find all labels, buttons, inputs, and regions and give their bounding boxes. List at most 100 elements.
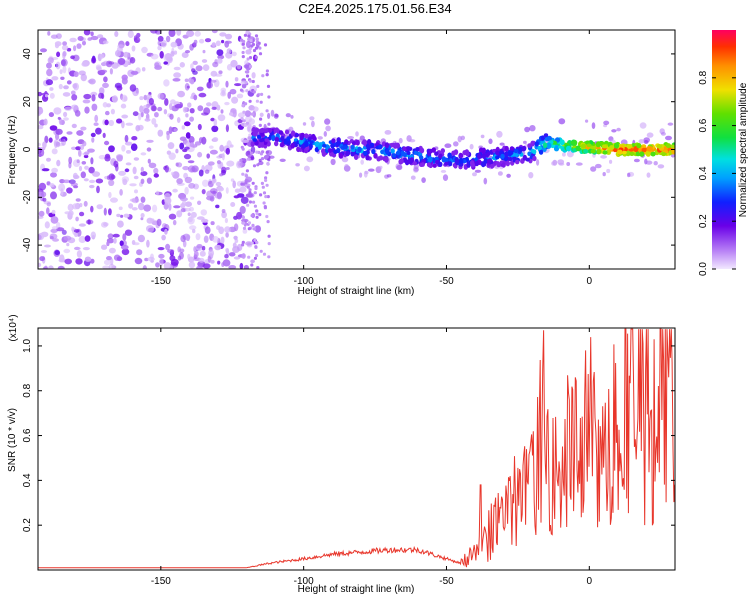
heatmap-cell (133, 242, 140, 246)
heatmap-cell (198, 137, 204, 144)
heatmap-cell (665, 135, 672, 141)
heatmap-cell (252, 110, 256, 118)
heatmap-cell (127, 30, 134, 38)
heatmap-cell (102, 102, 108, 108)
heatmap-cell (267, 127, 273, 133)
heatmap-cell (221, 152, 225, 161)
snr-frame (37, 327, 676, 571)
heatmap-cell (246, 185, 250, 189)
heatmap-cell (245, 241, 253, 246)
heatmap-cell (330, 143, 335, 149)
heatmap-cell (38, 107, 44, 115)
heatmap-cell (236, 243, 243, 252)
heatmap-cell (180, 208, 186, 213)
heatmap-cell (163, 109, 168, 115)
heatmap-cell (38, 91, 43, 97)
heatmap-cell (63, 235, 72, 241)
heatmap-cell (219, 144, 225, 152)
heatmap-cell (201, 245, 206, 251)
heatmap-cell (222, 259, 231, 267)
heatmap-cell (575, 145, 581, 152)
heatmap-cell (263, 205, 267, 209)
heatmap-cell (609, 159, 613, 164)
heatmap-cell (529, 125, 536, 132)
heatmap-cell (285, 113, 291, 118)
heatmap-cell (91, 57, 97, 64)
heatmap-cell (355, 131, 359, 137)
heatmap-cell (111, 95, 118, 103)
heatmap-cell (91, 103, 98, 112)
heatmap-cell (336, 140, 341, 147)
heatmap-cell (239, 158, 243, 162)
heatmap-cell (82, 99, 91, 104)
heatmap-cell (131, 136, 138, 141)
heatmap-cell (193, 246, 197, 253)
heatmap-cell (248, 56, 253, 60)
heatmap-cell (602, 150, 608, 155)
heatmap-cell (267, 242, 271, 246)
heatmap-cell (331, 138, 336, 144)
heatmap-cell (251, 126, 257, 132)
heatmap-cell (596, 148, 602, 155)
heatmap-cell (256, 94, 260, 98)
heatmap-cell (279, 142, 285, 148)
heatmap-cell (199, 250, 206, 257)
heatmap-cell (279, 158, 286, 162)
heatmap-cell (84, 256, 92, 262)
heatmap-cell (73, 175, 80, 179)
heatmap-cell (241, 243, 245, 247)
heatmap-cell (375, 142, 380, 147)
heatmap-cell (49, 125, 58, 131)
bottom-x-axis-label: Height of straight line (km) (298, 584, 415, 595)
heatmap-cell (240, 182, 244, 186)
heatmap-cell (248, 79, 253, 83)
heatmap-cell (108, 191, 112, 199)
heatmap-cell (477, 153, 482, 160)
heatmap-cell (595, 146, 601, 150)
heatmap-cell (213, 118, 218, 127)
heatmap-cell (150, 253, 154, 260)
heatmap-cell (81, 61, 89, 67)
heatmap-cell (173, 205, 181, 209)
heatmap-cell (121, 114, 129, 119)
heatmap-cell (99, 40, 103, 45)
heatmap-cell (250, 141, 255, 147)
heatmap-cell (73, 45, 77, 52)
heatmap-cell (166, 132, 170, 141)
heatmap-cell (173, 50, 178, 55)
heatmap-cell (187, 253, 191, 260)
heatmap-cell (196, 244, 203, 249)
heatmap-cell (87, 219, 91, 225)
heatmap-cell (177, 255, 182, 261)
heatmap-cell (40, 250, 48, 253)
heatmap-cell (495, 150, 500, 156)
heatmap-cell (384, 130, 392, 135)
heatmap-cell (232, 51, 237, 57)
heatmap-cell (258, 123, 262, 127)
heatmap-cell (192, 228, 196, 234)
heatmap-cell (43, 265, 48, 269)
heatmap-cell (140, 171, 148, 177)
heatmap-cell (202, 64, 210, 71)
heatmap-cell (210, 259, 215, 264)
heatmap-cell (101, 221, 108, 228)
heatmap-cell (87, 148, 95, 153)
heatmap-cell (202, 179, 209, 187)
heatmap-cell (321, 150, 327, 157)
heatmap-cell (161, 234, 166, 241)
heatmap-cell (264, 138, 269, 142)
heatmap-cell (181, 125, 185, 130)
heatmap-cell (71, 94, 78, 101)
heatmap-cell (82, 247, 90, 251)
heatmap-cell (390, 148, 395, 154)
heatmap-cell (167, 142, 175, 150)
heatmap-cell (665, 143, 672, 149)
heatmap-cell (117, 58, 126, 65)
heatmap-cell (90, 205, 94, 213)
heatmap-cell (247, 154, 251, 158)
heatmap-cell (259, 112, 264, 118)
heatmap-cell (266, 195, 270, 199)
heatmap-cell (353, 154, 359, 161)
heatmap-cell (189, 108, 195, 114)
heatmap-cell (98, 92, 104, 99)
